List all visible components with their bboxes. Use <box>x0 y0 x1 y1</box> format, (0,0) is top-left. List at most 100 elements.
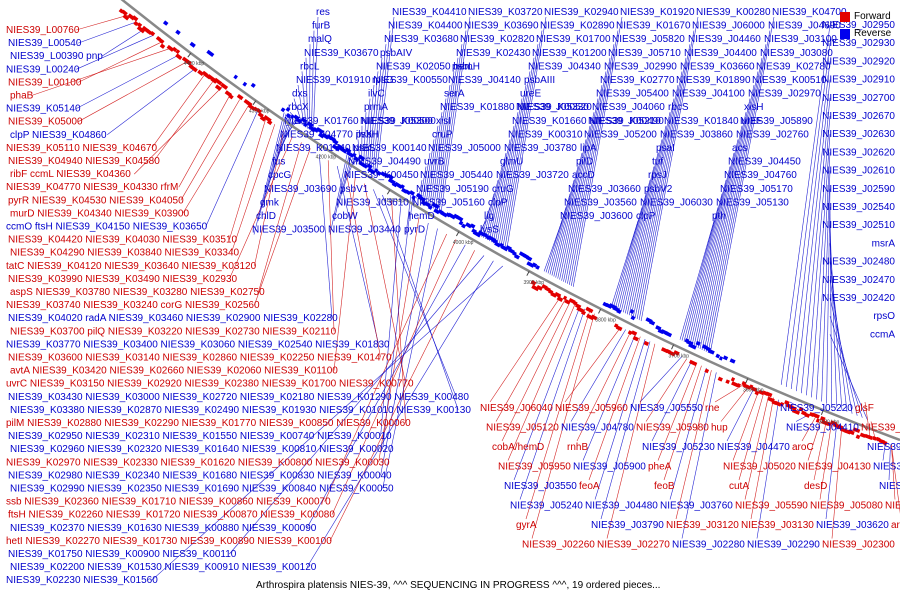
forward-gene-arrow <box>159 43 166 49</box>
leader-line <box>487 152 507 241</box>
gene-label-left: ssb NIES39_K02360 NIES39_K01710 NIES39_K… <box>6 497 331 508</box>
gene-label-left: uvrC NIES39_K03150 NIES39_K02920 NIES39_… <box>6 379 414 390</box>
gene-label-left: NIES39_K02950 NIES39_K02310 NIES39_K0155… <box>8 431 392 442</box>
leader-line <box>570 329 626 422</box>
leader-line <box>663 365 702 481</box>
gene-label-left: NIES39_K03700 pilQ NIES39_K03220 NIES39_… <box>10 326 337 337</box>
gene-label-left: NIES39_K04770 NIES39_K04330 rfrM <box>6 182 178 193</box>
reverse-gene-arrow <box>400 184 405 190</box>
gene-label-bottom: NIES39_J03760 <box>660 501 733 512</box>
gene-label-top: gmk <box>260 197 280 208</box>
gene-label-left: NIES39_K03380 NIES39_K02870 NIES39_K0249… <box>10 405 471 416</box>
leader-line <box>549 180 575 275</box>
reverse-gene-arrow <box>461 223 467 229</box>
leader-line <box>76 34 154 70</box>
label-leader-lines <box>31 14 900 581</box>
reverse-gene-arrow <box>695 340 701 346</box>
leader-line <box>826 188 831 404</box>
forward-gene-arrow <box>765 391 773 398</box>
scale-tick-label: 3900 kbp <box>524 280 545 286</box>
reverse-gene-arrow <box>346 150 355 158</box>
forward-gene-arrow <box>878 438 885 444</box>
gene-label-left: NIES39_L00540 <box>8 38 82 49</box>
gene-label-top: NIES39_K01920 <box>620 7 695 18</box>
leader-line <box>435 57 459 210</box>
leader-line <box>483 180 499 238</box>
gene-label-top: NIES39_J03780 <box>504 143 577 154</box>
reverse-swatch <box>840 28 850 39</box>
leader-line <box>306 260 494 568</box>
reverse-gene-arrow <box>427 204 433 210</box>
gene-label-left: NIES39_K04940 NIES39_K04580 <box>8 156 160 167</box>
forward-gene-arrow <box>197 69 205 76</box>
map-caption: Arthrospira platensis NIES-39, ^^^ SEQUE… <box>256 580 661 591</box>
leader-line <box>626 112 671 315</box>
gene-label-left: ftsH NIES39_K02260 NIES39_K01720 NIES39_… <box>8 510 335 521</box>
leader-line <box>829 334 868 420</box>
gene-label-bottom: NIES39_J05020 <box>723 462 796 473</box>
leader-line <box>481 193 495 237</box>
leader-line <box>689 152 735 345</box>
leader-line <box>490 125 515 243</box>
forward-gene-arrow <box>562 295 568 301</box>
scale-tick <box>820 410 824 416</box>
leader-line <box>151 74 206 149</box>
leader-line <box>336 166 379 345</box>
leader-line <box>376 16 395 174</box>
gene-label-bottom: cutA <box>729 481 749 492</box>
gene-label-top: NIES39_J05160 <box>412 197 485 208</box>
gene-label-top: NIES39_J06000 <box>692 21 765 32</box>
gene-label-right: NIES39_J02480 <box>822 257 895 268</box>
gene-label-left: NIES39_K01750 NIES39_K00900 NIES39_K0011… <box>8 549 237 560</box>
reverse-gene-arrow <box>531 262 538 268</box>
leader-line <box>265 116 290 194</box>
leader-line <box>433 71 455 209</box>
leader-line <box>699 84 755 350</box>
reverse-gene-arrow <box>494 241 501 248</box>
gene-arrows-layer <box>118 8 888 446</box>
gene-label-left: NIES39_K02960 NIES39_K02320 NIES39_K0164… <box>10 444 394 455</box>
reverse-gene-arrow <box>482 232 489 238</box>
gene-label-top: NIES39_J04770 psbH <box>280 129 379 140</box>
leader-line <box>545 207 567 273</box>
leader-line <box>780 24 831 385</box>
leader-line <box>714 384 744 403</box>
gene-label-left: NIES39_K03990 NIES39_K03490 NIES39_K0293… <box>8 274 238 285</box>
gene-label-bottom: NIES39_J03620 <box>816 520 889 531</box>
gene-label-bottom: NIES39_J02300 <box>822 540 895 551</box>
gene-label-bottom: NIES39_J03510 <box>873 462 900 473</box>
gene-label-top: NIES39_K01880 NIES39_K00520 <box>440 102 592 113</box>
gene-label-top: NIES39_K02890 <box>540 21 615 32</box>
gene-label-top: NIES39_K01700 <box>536 34 611 45</box>
reverse-gene-arrow <box>417 195 426 203</box>
leader-line <box>78 61 188 122</box>
gene-label-bottom: NIES39_J03680 <box>867 442 900 453</box>
gene-label-top: NIES39_K03660 <box>680 61 755 72</box>
leader-line <box>370 57 383 171</box>
leader-line <box>324 233 447 502</box>
leader-line <box>790 61 831 390</box>
leader-line <box>829 261 848 412</box>
reverse-gene-arrow <box>729 358 736 364</box>
leader-line <box>687 166 731 344</box>
gene-label-left: pilM NIES39_K02880 NIES39_K02290 NIES39_… <box>6 418 411 429</box>
gene-label-top: NIES39_K02820 <box>460 34 535 45</box>
scale-tick-label: 4200 kbp <box>316 154 337 160</box>
forward-gene-arrow <box>673 350 680 356</box>
forward-gene-arrow <box>815 418 820 423</box>
leader-line <box>561 98 599 281</box>
leader-line <box>831 425 843 539</box>
scale-tick-label: 4000 kbp <box>453 240 474 246</box>
leader-line <box>440 16 471 214</box>
reverse-gene-arrow <box>469 223 476 229</box>
forward-gene-arrow <box>643 340 650 347</box>
gene-label-top: NIES39_J03500 <box>252 225 325 236</box>
gene-label-bottom: aroC <box>792 442 814 453</box>
leader-line <box>726 388 754 442</box>
leader-line <box>78 21 137 44</box>
reverse-gene-arrow <box>242 81 248 87</box>
reverse-gene-arrow <box>500 244 509 252</box>
forward-gene-arrow <box>742 383 752 390</box>
leader-line <box>645 358 687 422</box>
